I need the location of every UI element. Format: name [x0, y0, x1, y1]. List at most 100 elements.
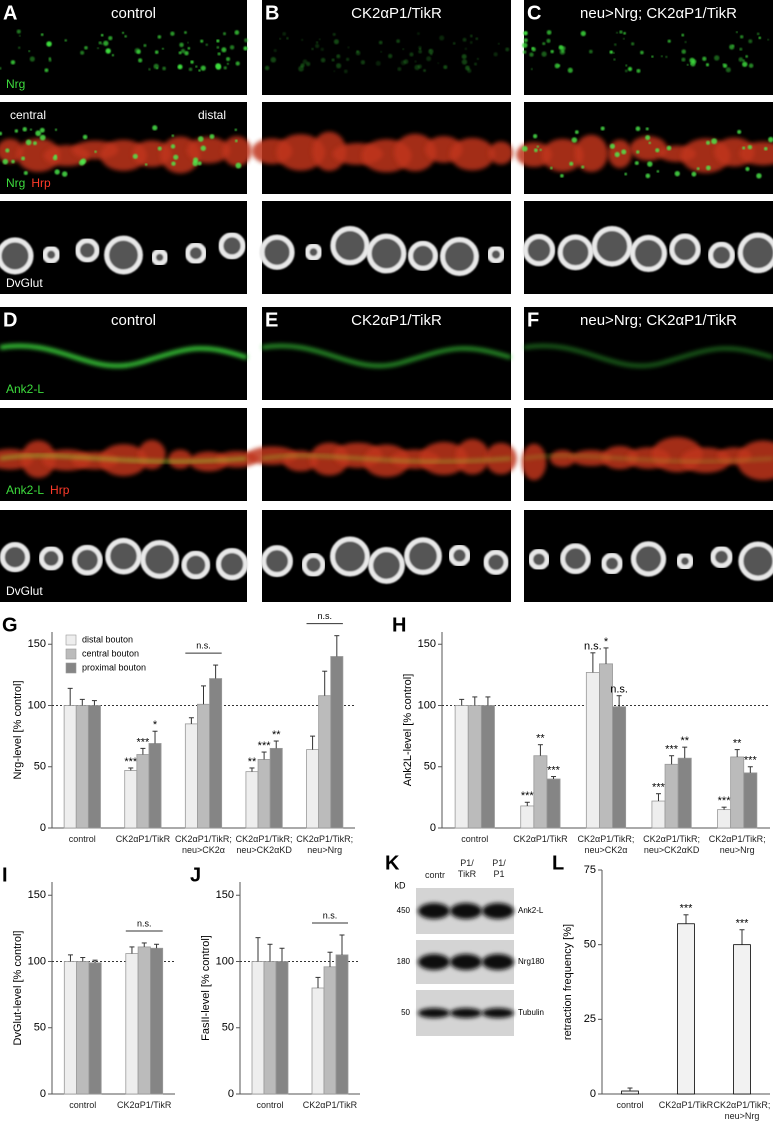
error-bar: [682, 746, 688, 759]
error-bar: [459, 698, 465, 706]
panel-letter: H: [392, 614, 406, 636]
x-tick-label: control: [69, 1100, 97, 1110]
x-tick-label: control: [461, 834, 489, 844]
signal-dot: [235, 61, 240, 66]
bouton: [304, 243, 323, 262]
bar: [733, 944, 751, 1095]
signal-dot: [571, 137, 578, 143]
hrp-blob: [629, 136, 668, 161]
signal-dot: [157, 146, 162, 151]
error-bar: [213, 664, 219, 679]
signal-dot: [154, 50, 159, 54]
panel-letter: B: [265, 2, 279, 24]
signal-dot: [29, 56, 35, 62]
significance-label: ***: [736, 918, 750, 930]
error-bar: [92, 959, 98, 963]
signal-dot: [400, 60, 406, 66]
signal-dot: [686, 63, 689, 66]
signal-dot: [666, 145, 672, 151]
x-tick-label: CK2αP1/TikR: [658, 1100, 714, 1110]
bar: [75, 705, 89, 829]
bouton: [329, 536, 371, 577]
error-bar: [273, 740, 279, 749]
micrograph: [0, 0, 247, 95]
x-tick-label: CK2αP1/TikR; neu>Nrg: [296, 834, 354, 855]
y-axis-label: FasII-level [% control]: [200, 935, 212, 1041]
signal-dot: [624, 172, 628, 176]
signal-dot: [234, 128, 237, 131]
signal-dot: [655, 148, 660, 153]
signal-dot: [417, 32, 420, 35]
signal-dot: [609, 143, 615, 149]
bouton: [486, 245, 506, 264]
error-bar: [739, 929, 745, 945]
signal-dot: [631, 42, 635, 46]
y-axis-label: retraction frequency [%]: [562, 924, 574, 1040]
signal-dot: [64, 39, 67, 42]
signal-dot: [16, 29, 21, 34]
error-bar: [339, 934, 345, 955]
signal-dot: [144, 163, 148, 166]
panel-letter: G: [2, 614, 18, 636]
signal-dot: [705, 165, 711, 171]
signal-dot: [745, 166, 750, 172]
signal-dot: [402, 48, 405, 50]
bouton: [440, 237, 479, 276]
error-bar: [683, 914, 689, 924]
bar: [63, 705, 77, 829]
channel-label: Ank2-L: [6, 382, 44, 396]
signal-dot: [736, 31, 738, 33]
y-tick-label: 50: [584, 939, 596, 951]
bouton: [301, 552, 326, 577]
x-tick-label: control: [256, 1100, 284, 1110]
signal-dot: [705, 140, 711, 145]
significance-label: *: [604, 636, 609, 648]
signal-dot: [747, 145, 753, 150]
signal-dot: [216, 39, 220, 43]
signal-dot: [532, 134, 538, 139]
signal-dot: [522, 42, 528, 48]
bouton: [629, 234, 668, 273]
channel-label: Ank2-L: [6, 483, 44, 497]
signal-dot: [173, 154, 179, 160]
signal-dot: [46, 41, 52, 47]
panel-title: neu>Nrg; CK2αP1/TikR: [580, 5, 737, 22]
signal-dot: [11, 159, 15, 164]
x-tick-label: CK2αP1/TikR: [115, 834, 171, 844]
signal-dot: [134, 47, 141, 54]
bouton: [407, 240, 439, 271]
bar: [88, 962, 102, 1095]
bouton: [0, 542, 31, 573]
hrp-blob: [449, 137, 495, 171]
hrp-blob: [419, 441, 468, 475]
signal-dot: [195, 65, 198, 68]
signal-dot: [132, 153, 138, 159]
signal-dot: [229, 45, 235, 50]
signal-dot: [153, 63, 159, 70]
signal-dot: [742, 61, 748, 67]
signal-dot: [397, 67, 402, 71]
signal-dot: [476, 57, 479, 60]
y-tick-label: 25: [584, 1013, 596, 1025]
signal-dot: [600, 126, 605, 131]
bar: [125, 953, 139, 1095]
bar: [323, 966, 337, 1095]
signal-dot: [216, 46, 220, 49]
bar: [184, 723, 198, 829]
y-tick-label: 150: [216, 889, 234, 901]
bracket-label: n.s.: [323, 910, 338, 920]
signal-dot: [264, 65, 270, 71]
signal-dot: [39, 134, 46, 141]
error-bar: [721, 806, 727, 810]
signal-strand: [261, 344, 512, 368]
y-tick-label: 50: [34, 1022, 46, 1034]
signal-dot: [52, 155, 58, 161]
x-tick-label: CK2αP1/TikR: [302, 1100, 358, 1110]
x-tick-label: CK2αP1/TikR; neu>CK2αKD: [235, 834, 293, 855]
signal-dot: [378, 40, 383, 45]
blot-band: [450, 954, 482, 970]
error-bar: [334, 635, 340, 657]
signal-dot: [143, 44, 147, 47]
band-label: Tubulin: [518, 1008, 544, 1017]
signal-dot: [533, 148, 538, 153]
